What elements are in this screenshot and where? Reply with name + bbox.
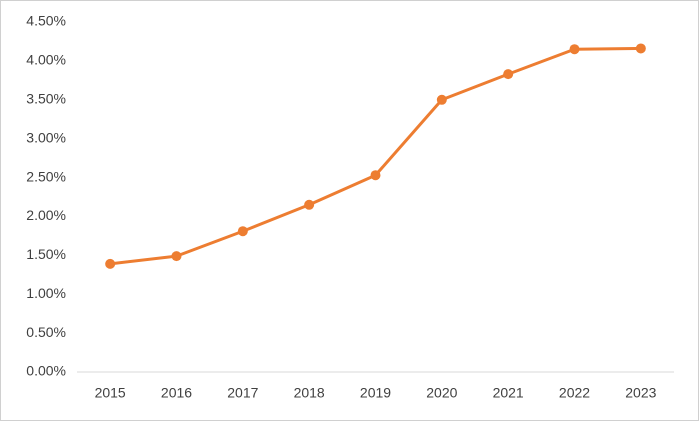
y-tick-label: 4.00% — [26, 52, 66, 68]
marker — [569, 44, 580, 55]
x-tick-label: 2016 — [161, 385, 192, 401]
marker — [105, 258, 116, 269]
x-tick-label: 2015 — [95, 385, 126, 401]
marker — [304, 199, 315, 210]
marker — [436, 94, 447, 105]
y-tick-label: 4.50% — [26, 13, 66, 29]
x-tick-label: 2022 — [559, 385, 590, 401]
y-tick-label: 2.00% — [26, 207, 66, 223]
y-tick-label: 3.50% — [26, 90, 66, 106]
y-tick-label: 2.50% — [26, 168, 66, 184]
marker — [503, 69, 514, 80]
marker — [237, 226, 248, 237]
x-tick-label: 2020 — [426, 385, 457, 401]
marker — [635, 43, 646, 54]
y-tick-label: 1.50% — [26, 246, 66, 262]
x-tick-label: 2021 — [493, 385, 524, 401]
x-tick-label: 2019 — [360, 385, 391, 401]
y-tick-label: 0.50% — [26, 324, 66, 340]
y-tick-label: 1.00% — [26, 285, 66, 301]
x-tick-label: 2018 — [294, 385, 325, 401]
marker — [370, 170, 381, 181]
x-tick-label: 2023 — [625, 385, 656, 401]
x-tick-label: 2017 — [227, 385, 258, 401]
y-tick-label: 0.00% — [26, 363, 66, 379]
y-tick-label: 3.00% — [26, 129, 66, 145]
marker — [171, 251, 182, 262]
